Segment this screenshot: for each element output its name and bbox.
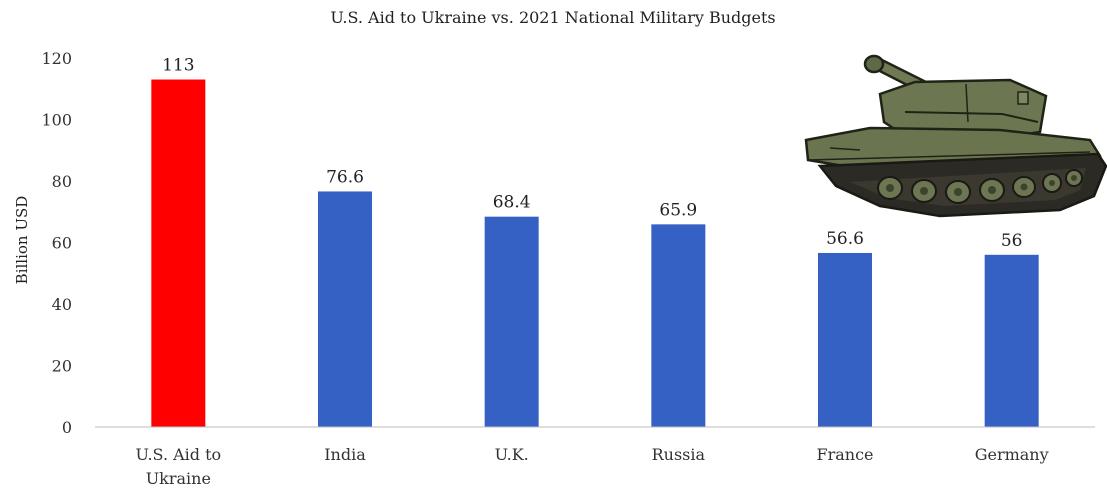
bar xyxy=(151,79,206,428)
y-tick-label: 120 xyxy=(41,49,72,68)
y-tick-label: 20 xyxy=(52,357,72,376)
data-label: 65.9 xyxy=(659,200,697,220)
y-axis-ticks: 0 20 40 60 80 100 120 xyxy=(41,49,72,437)
x-tick-label: U.K. xyxy=(495,445,529,464)
y-tick-label: 40 xyxy=(52,295,72,314)
data-label: 113 xyxy=(162,56,194,76)
bar xyxy=(651,224,706,427)
data-label: 76.6 xyxy=(326,167,364,187)
bar xyxy=(984,254,1039,427)
tank-icon xyxy=(804,54,1107,218)
x-tick-label: Russia xyxy=(652,445,706,464)
data-label: 56.6 xyxy=(826,229,864,249)
bar xyxy=(484,216,539,427)
y-axis-label: Billion USD xyxy=(13,196,31,285)
bars-group xyxy=(151,79,1039,428)
x-tick-label: India xyxy=(324,445,366,464)
x-tick-label: France xyxy=(816,445,873,464)
y-tick-label: 60 xyxy=(52,234,72,253)
data-label: 56 xyxy=(1001,231,1023,251)
y-tick-label: 0 xyxy=(62,418,72,437)
data-label: 68.4 xyxy=(493,193,531,213)
y-tick-label: 100 xyxy=(41,111,72,130)
bar xyxy=(818,252,872,427)
bar xyxy=(318,191,372,427)
y-tick-label: 80 xyxy=(52,172,72,191)
x-tick-label: Germany xyxy=(975,445,1049,464)
x-tick-label: U.S. Aid to Ukraine xyxy=(135,445,221,488)
chart-title: U.S. Aid to Ukraine vs. 2021 National Mi… xyxy=(330,8,775,27)
data-labels-group: 113 76.6 68.4 65.9 56.6 56 xyxy=(162,56,1022,251)
x-axis-labels: U.S. Aid to Ukraine India U.K. Russia France G… xyxy=(135,445,1048,488)
